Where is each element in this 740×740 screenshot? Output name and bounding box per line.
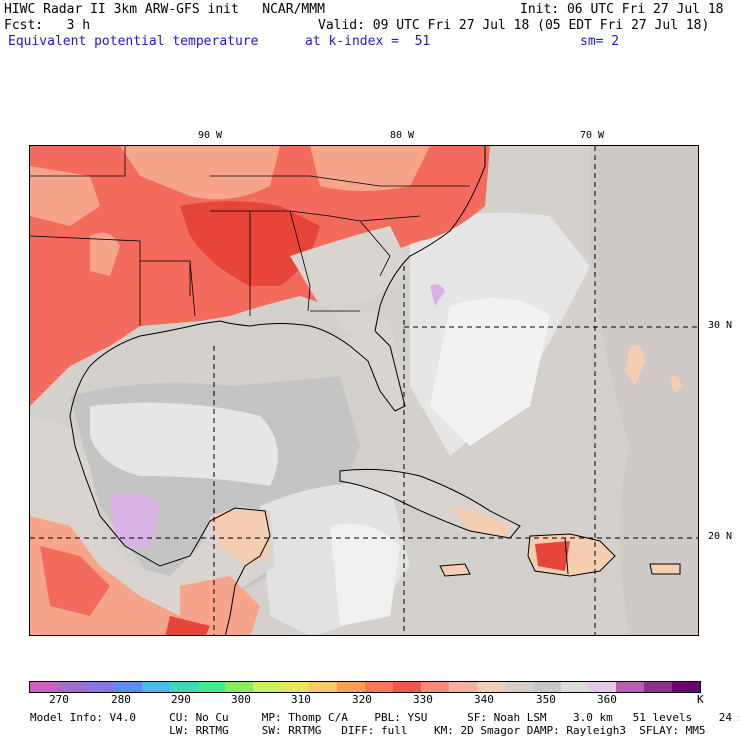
lon-label-70w: 70 W [580, 130, 605, 141]
colorbar-swatch [560, 682, 589, 692]
colorbar-swatch [588, 682, 617, 692]
map-panel[interactable] [29, 145, 699, 636]
colorbar-swatch [392, 682, 421, 692]
colorbar-swatch [532, 682, 561, 692]
level-index: at k-index = 51 [305, 34, 431, 49]
colorbar-swatch [30, 682, 58, 692]
colorbar-swatch [225, 682, 254, 692]
colorbar-swatch [141, 682, 170, 692]
lat-label-30n: 30 N [708, 320, 733, 331]
colorbar-tick-300: 300 [231, 693, 251, 706]
colorbar-swatch [420, 682, 449, 692]
colorbar-swatch [169, 682, 198, 692]
colorbar-swatch [337, 682, 366, 692]
colorbar-swatch [197, 682, 226, 692]
colorbar-tick-280: 280 [111, 693, 131, 706]
colorbar-swatch [309, 682, 338, 692]
colorbar-tick-330: 330 [413, 693, 433, 706]
lon-label-90w: 90 W [198, 130, 223, 141]
colorbar-swatch [448, 682, 477, 692]
colorbar-swatch [281, 682, 310, 692]
forecast-hour: Fcst: 3 h [4, 18, 91, 33]
colorbar-swatch [504, 682, 533, 692]
colorbar-swatch [57, 682, 86, 692]
colorbar-swatch [365, 682, 393, 692]
colorbar-swatch [616, 682, 645, 692]
init-time: Init: 06 UTC Fri 27 Jul 18 [520, 2, 724, 17]
colorbar-tick-310: 310 [291, 693, 311, 706]
model-info-line2: LW: RRTMG SW: RRTMG DIFF: full KM: 2D Sm… [30, 724, 706, 737]
title-line: HIWC Radar II 3km ARW-GFS init NCAR/MMM [4, 2, 325, 17]
colorbar-swatch [253, 682, 282, 692]
smoothing: sm= 2 [580, 34, 620, 49]
colorbar [29, 681, 701, 693]
colorbar-swatch [113, 682, 142, 692]
colorbar-swatch [85, 682, 114, 692]
lon-label-80w: 80 W [390, 130, 415, 141]
valid-time: Valid: 09 UTC Fri 27 Jul 18 (05 EDT Fri … [318, 18, 710, 33]
colorbar-tick-290: 290 [171, 693, 191, 706]
equivalent-potential-temperature-map [30, 146, 698, 635]
model-info-line1: Model Info: V4.0 CU: No Cu MP: Thomp C/A… [30, 711, 740, 724]
colorbar-tick-270: 270 [49, 693, 69, 706]
colorbar-tick-350: 350 [536, 693, 556, 706]
variable-name: Equivalent potential temperature [8, 34, 259, 49]
colorbar-swatch [644, 682, 673, 692]
colorbar-tick-320: 320 [352, 693, 372, 706]
lat-label-20n: 20 N [708, 531, 733, 542]
colorbar-tick-340: 340 [474, 693, 494, 706]
colorbar-tick-360: 360 [597, 693, 617, 706]
colorbar-swatch [476, 682, 505, 692]
colorbar-swatch [672, 682, 701, 692]
colorbar-unit: K [697, 693, 704, 706]
